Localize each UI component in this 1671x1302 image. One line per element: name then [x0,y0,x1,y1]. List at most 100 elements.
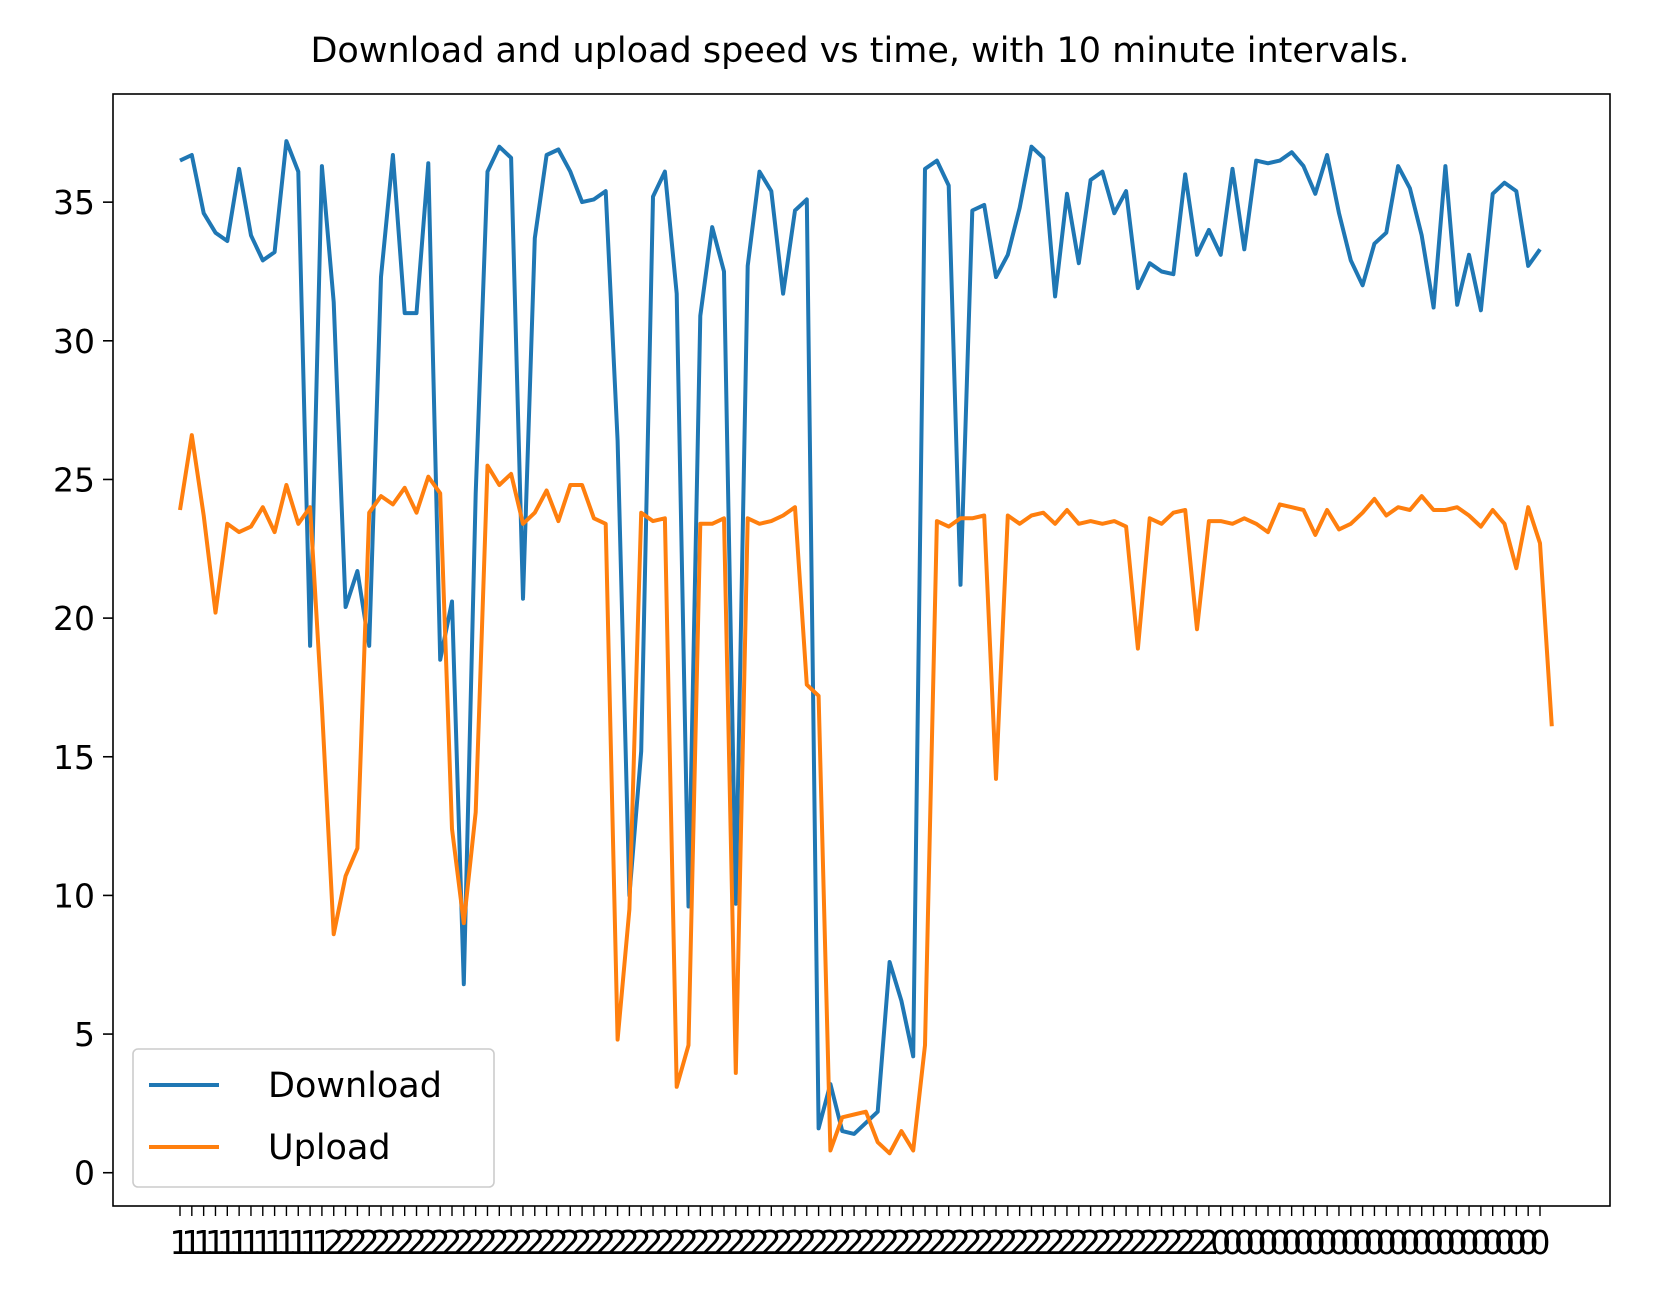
x-tick-label: 2 [371,1223,392,1262]
x-tick-label: 1 [181,1223,202,1262]
x-tick-label: 2 [631,1223,652,1262]
x-tick-label: 2 [382,1223,403,1262]
y-tick-label: 15 [53,738,95,777]
x-tick-label: 0 [1246,1223,1267,1262]
y-axis: 0 5 10 15 20 25 30 35 [53,183,113,1193]
x-tick-label: 2 [926,1223,947,1262]
x-tick-label: 2 [1068,1223,1089,1262]
x-tick-label: 2 [512,1223,533,1262]
x-tick-label: 2 [1175,1223,1196,1262]
x-tick-label: 2 [1009,1223,1030,1262]
y-tick-label: 30 [53,322,95,361]
x-tick-label: 0 [1435,1223,1456,1262]
x-tick-label: 1 [217,1223,238,1262]
x-tick-label: 2 [1104,1223,1125,1262]
x-tick-label: 2 [619,1223,640,1262]
x-tick-label: 2 [406,1223,427,1262]
x-tick-label: 2 [690,1223,711,1262]
x-tick-label: 1 [252,1223,273,1262]
x-tick-label: 2 [749,1223,770,1262]
x-tick-label: 2 [867,1223,888,1262]
axes-frame [112,93,1611,1207]
y-tick-label: 0 [74,1154,95,1193]
x-tick-label: 2 [1139,1223,1160,1262]
x-tick-label: 2 [1151,1223,1172,1262]
x-tick-label: 2 [583,1223,604,1262]
x-tick-label: 2 [548,1223,569,1262]
x-tick-label: 2 [465,1223,486,1262]
x-tick-label: 2 [1092,1223,1113,1262]
y-tick-label: 5 [74,1015,95,1054]
y-tick-label: 20 [53,599,95,638]
x-tick-label: 0 [1518,1223,1539,1262]
series-line-upload [178,433,1554,1156]
x-tick-label: 0 [1506,1223,1527,1262]
x-tick-label: 0 [1258,1223,1279,1262]
x-tick-label: 1 [240,1223,261,1262]
y-tick-label: 35 [53,183,95,222]
x-tick-label: 2 [714,1223,735,1262]
x-tick-label: 0 [1447,1223,1468,1262]
x-tick-label: 0 [1423,1223,1444,1262]
x-tick-label: 2 [725,1223,746,1262]
x-tick-label: 0 [1210,1223,1231,1262]
x-tick-label: 2 [607,1223,628,1262]
x-tick-label: 2 [784,1223,805,1262]
x-tick-label: 0 [1222,1223,1243,1262]
x-tick-label: 0 [1459,1223,1480,1262]
x-tick-label: 2 [394,1223,415,1262]
x-tick-label: 2 [418,1223,439,1262]
x-tick-label: 0 [1317,1223,1338,1262]
x-tick-label: 0 [1234,1223,1255,1262]
x-tick-label: 2 [572,1223,593,1262]
x-tick-label: 2 [761,1223,782,1262]
x-tick-label: 2 [1033,1223,1054,1262]
x-tick-label: 2 [832,1223,853,1262]
x-tick-label: 2 [477,1223,498,1262]
x-tick-label: 2 [950,1223,971,1262]
x-tick-label: 0 [1399,1223,1420,1262]
x-tick-label: 2 [962,1223,983,1262]
x-tick-label: 2 [1187,1223,1208,1262]
x-tick-label: 0 [1494,1223,1515,1262]
x-tick-label: 2 [879,1223,900,1262]
x-tick-label: 2 [1127,1223,1148,1262]
x-tick-label: 0 [1293,1223,1314,1262]
x-tick-label: 1 [276,1223,297,1262]
x-tick-label: 2 [808,1223,829,1262]
x-tick-label: 2 [903,1223,924,1262]
x-tick-label: 2 [442,1223,463,1262]
x-tick-label: 1 [300,1223,321,1262]
x-tick-label: 2 [1021,1223,1042,1262]
x-tick-label: 2 [643,1223,664,1262]
x-tick-label: 2 [666,1223,687,1262]
x-tick-label: 2 [702,1223,723,1262]
x-tick-label: 0 [1411,1223,1432,1262]
x-tick-label: 2 [323,1223,344,1262]
x-tick-label: 2 [1163,1223,1184,1262]
x-tick-label: 0 [1305,1223,1326,1262]
x-tick-label: 2 [844,1223,865,1262]
x-tick-label: 0 [1328,1223,1349,1262]
y-tick-label: 10 [53,876,95,915]
x-tick-label: 2 [1080,1223,1101,1262]
x-tick-label: 0 [1340,1223,1361,1262]
x-tick-label: 2 [855,1223,876,1262]
x-tick-label: 2 [524,1223,545,1262]
x-tick-label: 2 [773,1223,794,1262]
x-tick-label: 1 [264,1223,285,1262]
x-tick-label: 0 [1388,1223,1409,1262]
legend: Download Upload [132,1048,495,1188]
x-tick-label: 2 [536,1223,557,1262]
x-tick-label: 2 [974,1223,995,1262]
x-tick-label: 2 [1056,1223,1077,1262]
x-tick-label: 2 [678,1223,699,1262]
x-tick-label: 2 [335,1223,356,1262]
x-tick-label: 2 [891,1223,912,1262]
x-tick-label: 2 [560,1223,581,1262]
x-tick-label: 2 [820,1223,841,1262]
x-axis: 1111111111111222222222222222222222222222… [170,1206,1551,1262]
legend-box [132,1048,495,1188]
